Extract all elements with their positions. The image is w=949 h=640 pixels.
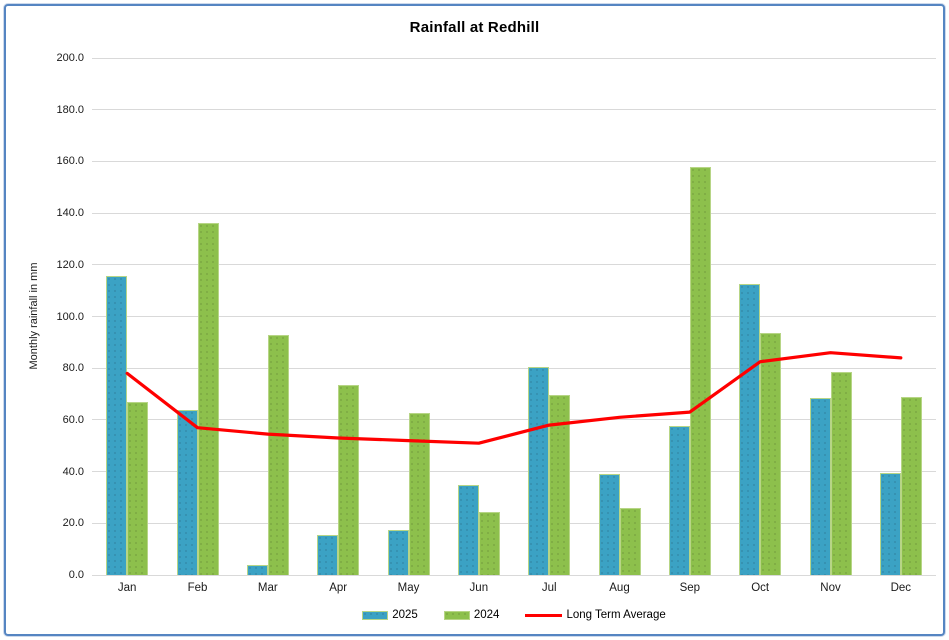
x-tick-label-mar: Mar — [257, 582, 278, 594]
y-tick-label: 0.0 — [68, 569, 84, 581]
bar-2025-sep — [668, 426, 690, 575]
y-tick-label: 40.0 — [62, 465, 84, 478]
bar-2024-aug — [619, 507, 641, 575]
bar-2025-nov — [809, 397, 831, 575]
y-tick-label: 160.0 — [56, 155, 84, 168]
x-tick-label-apr: Apr — [329, 582, 348, 594]
x-tick-label-dec: Dec — [890, 582, 912, 594]
bar-2024-feb — [197, 223, 219, 575]
long-term-average-line — [125, 351, 903, 445]
bar-2025-mar — [246, 564, 268, 575]
y-tick-label: 140.0 — [56, 207, 84, 220]
y-tick-label: 200.0 — [56, 52, 84, 64]
bar-2024-jun — [478, 511, 500, 575]
x-tick-label-aug: Aug — [609, 582, 630, 594]
bar-2025-may — [387, 529, 409, 575]
bar-2024-jul — [549, 395, 571, 575]
gridline — [92, 574, 936, 576]
bar-2025-jul — [528, 366, 550, 575]
bar-2024-nov — [830, 372, 852, 575]
bar-2024-jan — [127, 401, 149, 575]
gridline — [92, 471, 936, 473]
chart-title: Rainfall at Redhill — [409, 19, 540, 36]
gridline — [92, 160, 936, 162]
gridline — [92, 109, 936, 111]
gridline — [92, 419, 936, 421]
y-tick-label: 180.0 — [56, 103, 84, 116]
gridline — [92, 264, 936, 266]
y-tick-label: 100.0 — [56, 310, 84, 323]
x-tick-label-sep: Sep — [679, 582, 701, 594]
legend: 2025 2024 Long Term Average — [92, 609, 936, 621]
x-tick-label-oct: Oct — [751, 582, 770, 594]
gridline — [92, 522, 936, 524]
x-tick-label-nov: Nov — [820, 582, 841, 594]
legend-swatch-2025 — [362, 610, 389, 620]
bar-2024-dec — [900, 396, 922, 575]
y-tick-label: 20.0 — [62, 517, 84, 530]
bar-2025-oct — [739, 284, 761, 575]
bar-2025-jun — [457, 484, 479, 575]
y-tick-label: 120.0 — [56, 258, 84, 271]
x-tick-label-jan: Jan — [117, 582, 137, 594]
legend-label-2025: 2025 — [392, 609, 418, 621]
bar-2025-apr — [317, 534, 339, 575]
legend-swatch-long-term-average — [525, 613, 563, 617]
chart-frame: Rainfall at Redhill Monthly rainfall in … — [4, 4, 945, 636]
bar-2025-jan — [106, 276, 128, 575]
x-tick-label-jul: Jul — [541, 582, 557, 594]
legend-swatch-2024 — [443, 610, 470, 620]
bar-2024-may — [408, 413, 430, 575]
legend-item-long-term-average: Long Term Average — [525, 609, 666, 621]
bar-2024-mar — [267, 334, 289, 575]
plot-area — [92, 57, 936, 576]
bar-2025-aug — [598, 474, 620, 575]
y-tick-label: 80.0 — [62, 362, 84, 375]
y-tick-label: 60.0 — [62, 413, 84, 426]
gridline — [92, 212, 936, 214]
bar-2024-oct — [760, 333, 782, 575]
bar-2025-dec — [879, 472, 901, 575]
gridline — [92, 316, 936, 317]
x-tick-label-feb: Feb — [187, 582, 208, 594]
legend-label-long-term-average: Long Term Average — [566, 609, 666, 621]
legend-item-2024: 2024 — [443, 609, 500, 621]
legend-item-2025: 2025 — [362, 609, 418, 621]
bar-2024-sep — [689, 166, 711, 575]
bar-2024-apr — [338, 385, 360, 575]
x-tick-label-jun: Jun — [469, 582, 489, 594]
x-tick-label-may: May — [397, 582, 420, 594]
bar-2025-feb — [176, 409, 198, 575]
gridline — [92, 57, 936, 59]
legend-label-2024: 2024 — [473, 609, 500, 621]
gridline — [92, 367, 936, 369]
